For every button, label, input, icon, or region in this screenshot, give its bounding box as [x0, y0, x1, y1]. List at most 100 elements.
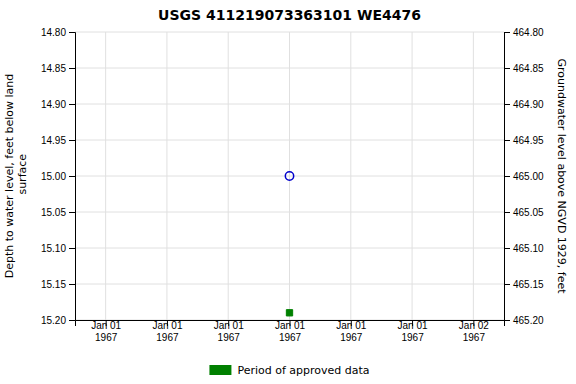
tick: 465.15 — [504, 279, 544, 290]
tick-label: 14.85 — [41, 63, 66, 74]
tick-label-line: 1967 — [463, 332, 486, 343]
tick: Jan 011967 — [91, 320, 121, 343]
y-axis-label: Depth to water level, feet below land su… — [3, 74, 29, 279]
grid-line — [350, 32, 351, 320]
tick-mark — [69, 320, 75, 321]
tick-label: 464.80 — [513, 27, 544, 38]
point — [285, 172, 293, 180]
y-axis: 14.80 14.85 14.90 14.95 15.00 15.05 15.10 15.15… — [41, 27, 76, 326]
tick: 14.95 — [41, 135, 75, 146]
marks — [285, 172, 293, 316]
tick-label: 15.00 — [41, 171, 66, 182]
tick-mark — [504, 284, 510, 285]
y2-axis-label: Groundwater level above NGVD 1929, feet — [555, 58, 568, 294]
tick: Jan 011967 — [275, 320, 305, 343]
plot-area: Jan 011967Jan 011967Jan 011967Jan 011967… — [3, 27, 568, 343]
point — [286, 310, 292, 316]
series — [286, 310, 292, 316]
tick-label: 465.05 — [513, 207, 544, 218]
grid — [75, 32, 504, 320]
tick: 464.95 — [504, 135, 544, 146]
tick: 14.85 — [41, 63, 75, 74]
tick-mark — [504, 248, 510, 249]
tick-label-line: Jan 01 — [214, 320, 244, 331]
tick: 464.85 — [504, 63, 544, 74]
grid-line — [228, 32, 229, 320]
tick-label-line: 1967 — [156, 332, 179, 343]
tick-label: 464.95 — [513, 135, 544, 146]
tick-label: 15.10 — [41, 243, 66, 254]
series — [285, 172, 293, 180]
tick-label-line: 1967 — [218, 332, 241, 343]
tick: Jan 011967 — [152, 320, 182, 343]
tick-label-line: 1967 — [401, 332, 424, 343]
x-axis: Jan 011967Jan 011967Jan 011967Jan 011967… — [76, 320, 505, 343]
tick-label-line: Jan 01 — [91, 320, 121, 331]
tick: 15.20 — [41, 315, 75, 326]
tick: 15.00 — [41, 171, 75, 182]
tick: 464.90 — [504, 99, 544, 110]
grid-line — [473, 32, 474, 320]
tick-label-line: Jan 01 — [275, 320, 305, 331]
tick-mark — [504, 212, 510, 213]
tick-mark — [504, 104, 510, 105]
legend: Period of approved data — [209, 364, 369, 377]
tick-label: 15.05 — [41, 207, 66, 218]
tick-label-line: 1967 — [279, 332, 302, 343]
tick-mark — [504, 320, 510, 321]
legend-label: Period of approved data — [237, 364, 369, 377]
y-axis-label-line: Depth to water level, feet below land — [3, 74, 16, 279]
tick-label-line: Jan 02 — [459, 320, 489, 331]
tick-label-line: Jan 01 — [336, 320, 366, 331]
title: USGS 411219073363101 WE4476 — [158, 7, 421, 23]
axis-line — [505, 33, 511, 321]
tick: 14.90 — [41, 99, 75, 110]
tick-mark — [69, 248, 75, 249]
tick: Jan 011967 — [336, 320, 366, 343]
tick: 464.80 — [504, 27, 544, 38]
tick: 465.20 — [504, 315, 544, 326]
tick-mark — [69, 68, 75, 69]
tick-label-line: Jan 01 — [398, 320, 428, 331]
tick-mark — [504, 68, 510, 69]
tick: 465.10 — [504, 243, 544, 254]
tick-label-line: 1967 — [340, 332, 363, 343]
grid-line — [289, 32, 290, 320]
y2-axis: 465.20 465.15 465.10 465.05 465.00 464.95 464.… — [504, 27, 544, 326]
tick-label: Jan 011967 — [152, 320, 182, 343]
tick: 15.10 — [41, 243, 75, 254]
tick-label: Jan 011967 — [214, 320, 244, 343]
tick-label: Jan 011967 — [336, 320, 366, 343]
tick-label: Jan 011967 — [398, 320, 428, 343]
grid-line — [412, 32, 413, 320]
tick-mark — [69, 140, 75, 141]
tick: Jan 011967 — [398, 320, 428, 343]
tick-label: 465.20 — [513, 315, 544, 326]
tick-mark — [69, 284, 75, 285]
tick-mark — [69, 104, 75, 105]
tick-label: Jan 011967 — [275, 320, 305, 343]
tick-label: 14.80 — [41, 27, 66, 38]
tick: 14.80 — [41, 27, 75, 38]
tick-label: Jan 011967 — [91, 320, 121, 343]
tick: 15.15 — [41, 279, 75, 290]
tick-mark — [504, 140, 510, 141]
tick-label: 465.10 — [513, 243, 544, 254]
tick-label: 465.00 — [513, 171, 544, 182]
tick-mark — [69, 212, 75, 213]
tick-label: Jan 021967 — [459, 320, 489, 343]
tick-mark — [504, 176, 510, 177]
tick-mark — [504, 32, 510, 33]
tick: Jan 011967 — [214, 320, 244, 343]
legend-swatch — [209, 365, 231, 375]
tick: Jan 021967 — [459, 320, 489, 343]
tick-label: 465.15 — [513, 279, 544, 290]
grid-line — [166, 32, 167, 320]
tick-label: 464.90 — [513, 99, 544, 110]
tick: 15.05 — [41, 207, 75, 218]
tick-mark — [69, 176, 75, 177]
tick: 465.05 — [504, 207, 544, 218]
tick-label: 14.95 — [41, 135, 66, 146]
tick-mark — [69, 32, 75, 33]
grid-line — [105, 32, 106, 320]
